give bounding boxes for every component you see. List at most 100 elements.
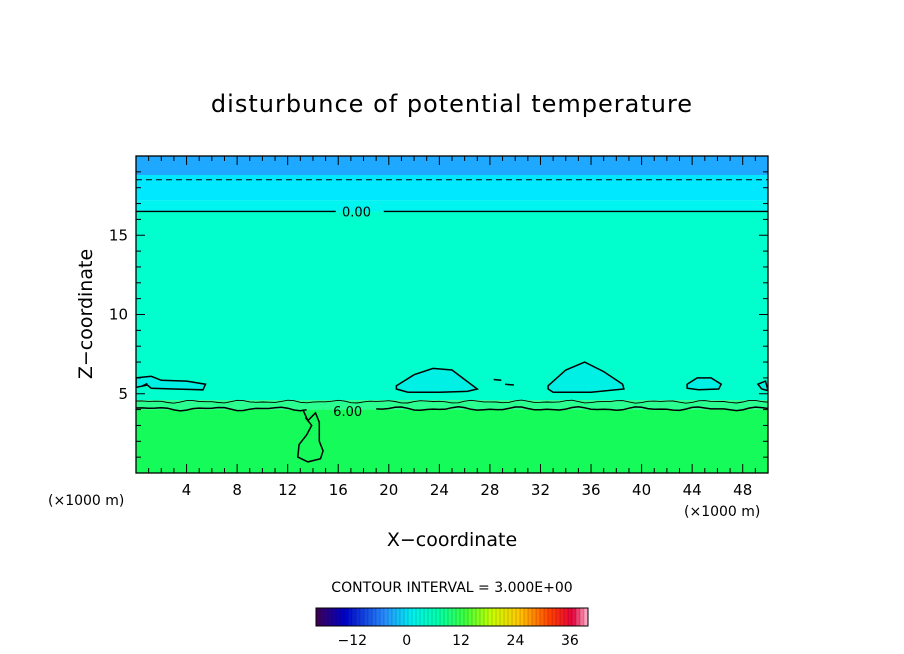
- x-axis-ticks: 4 8 12 16 20 24 28 32 36 40 44 48: [148, 156, 756, 499]
- colorbar-swatch: [540, 608, 545, 626]
- x-tick-label: 48: [733, 481, 752, 499]
- colorbar-swatch: [348, 608, 353, 626]
- plume-contour: [296, 409, 324, 463]
- x-tick-label: 12: [278, 481, 297, 499]
- colorbar-swatch: [476, 608, 481, 626]
- x-unit-right: (×1000 m): [684, 504, 760, 520]
- x-tick-label: 4: [182, 481, 192, 499]
- colorbar-swatch: [472, 608, 477, 626]
- colorbar-swatch: [484, 608, 489, 626]
- x-unit-left: (×1000 m): [48, 493, 124, 509]
- small-contour: [493, 378, 515, 386]
- contour-band: [136, 409, 768, 473]
- colorbar-swatch: [572, 608, 577, 626]
- colorbar-tick-label: 0: [402, 633, 411, 649]
- y-axis-ticks: 5 10 15: [109, 171, 768, 458]
- colorbar-swatch: [576, 608, 581, 626]
- y-tick-label: 5: [118, 385, 128, 403]
- x-tick-label: 28: [480, 481, 499, 499]
- colorbar-swatch: [332, 608, 337, 626]
- cold-cell-contour: [395, 367, 480, 393]
- colorbar-swatch: [324, 608, 329, 626]
- x-tick-label: 32: [531, 481, 550, 499]
- colorbar: [315, 607, 589, 627]
- colorbar-swatch: [532, 608, 537, 626]
- colorbar-swatch: [336, 608, 341, 626]
- colorbar-swatch: [544, 608, 549, 626]
- colorbar-swatch: [424, 608, 429, 626]
- colorbar-swatch: [360, 608, 365, 626]
- colorbar-swatch: [432, 608, 437, 626]
- colorbar-swatch: [444, 608, 449, 626]
- cold-cell-contour: [756, 380, 768, 392]
- colorbar-swatch: [436, 608, 441, 626]
- x-tick-label: 8: [232, 481, 242, 499]
- contour-band: [136, 211, 768, 401]
- colorbar-tick-labels: −12 0 12 24 36: [337, 633, 578, 649]
- x-tick-label: 24: [430, 481, 449, 499]
- colorbar-swatch: [516, 608, 521, 626]
- colorbar-swatch: [440, 608, 445, 626]
- colorbar-swatch: [468, 608, 473, 626]
- colorbar-swatch: [568, 608, 573, 626]
- colorbar-swatch: [500, 608, 505, 626]
- colorbar-swatch: [456, 608, 461, 626]
- colorbar-swatch: [552, 608, 557, 626]
- contour-line: [136, 399, 768, 404]
- colorbar-frame: [315, 607, 589, 627]
- colorbar-swatch: [396, 608, 401, 626]
- contour-label: 0.00: [342, 205, 371, 220]
- colorbar-swatch: [488, 608, 493, 626]
- colorbar-tick-label: −12: [337, 633, 367, 649]
- colorbar-swatch: [416, 608, 421, 626]
- colorbar-swatch: [520, 608, 525, 626]
- colorbar-swatch: [548, 608, 553, 626]
- colorbar-swatch: [528, 608, 533, 626]
- colorbar-swatch: [524, 608, 529, 626]
- colorbar-swatch: [380, 608, 385, 626]
- colorbar-swatch: [344, 608, 349, 626]
- x-axis-label: X−coordinate: [387, 529, 517, 551]
- colorbar-swatch: [504, 608, 509, 626]
- y-tick-label: 15: [109, 226, 128, 244]
- colorbar-swatch: [404, 608, 409, 626]
- colorbar-swatch: [452, 608, 457, 626]
- contour-fills: [136, 156, 768, 473]
- contour-band: [136, 200, 768, 212]
- colorbar-swatch: [464, 608, 469, 626]
- colorbar-swatch: [584, 608, 589, 626]
- contour-label: 6.00: [333, 405, 362, 420]
- colorbar-swatch: [352, 608, 357, 626]
- colorbar-swatch: [376, 608, 381, 626]
- colorbar-tick-label: 24: [507, 633, 525, 649]
- colorbar-swatch: [372, 608, 377, 626]
- chart-title: disturbunce of potential temperature: [211, 90, 693, 118]
- contour-band: [136, 400, 768, 410]
- colorbar-swatch: [560, 608, 565, 626]
- contour-interval-text: CONTOUR INTERVAL = 3.000E+00: [331, 580, 572, 596]
- colorbar-swatch: [320, 608, 325, 626]
- colorbar-swatch: [496, 608, 501, 626]
- cold-cell-contour: [547, 361, 625, 393]
- y-tick-label: 10: [109, 306, 128, 324]
- colorbar-swatch: [448, 608, 453, 626]
- colorbar-swatch: [384, 608, 389, 626]
- contour-band: [136, 175, 768, 201]
- colorbar-swatch: [580, 608, 585, 626]
- colorbar-swatch: [364, 608, 369, 626]
- colorbar-swatch: [556, 608, 561, 626]
- x-tick-label: 20: [379, 481, 398, 499]
- colorbar-swatch: [316, 608, 321, 626]
- x-tick-label: 36: [581, 481, 600, 499]
- contour-band: [136, 156, 768, 176]
- colorbar-swatch: [460, 608, 465, 626]
- x-tick-label: 44: [683, 481, 702, 499]
- colorbar-swatch: [480, 608, 485, 626]
- contour-lines: [136, 179, 768, 463]
- small-contour: [142, 382, 148, 387]
- colorbar-swatch: [392, 608, 397, 626]
- colorbar-swatch: [564, 608, 569, 626]
- cold-cell-contour: [686, 377, 723, 391]
- colorbar-swatch: [420, 608, 425, 626]
